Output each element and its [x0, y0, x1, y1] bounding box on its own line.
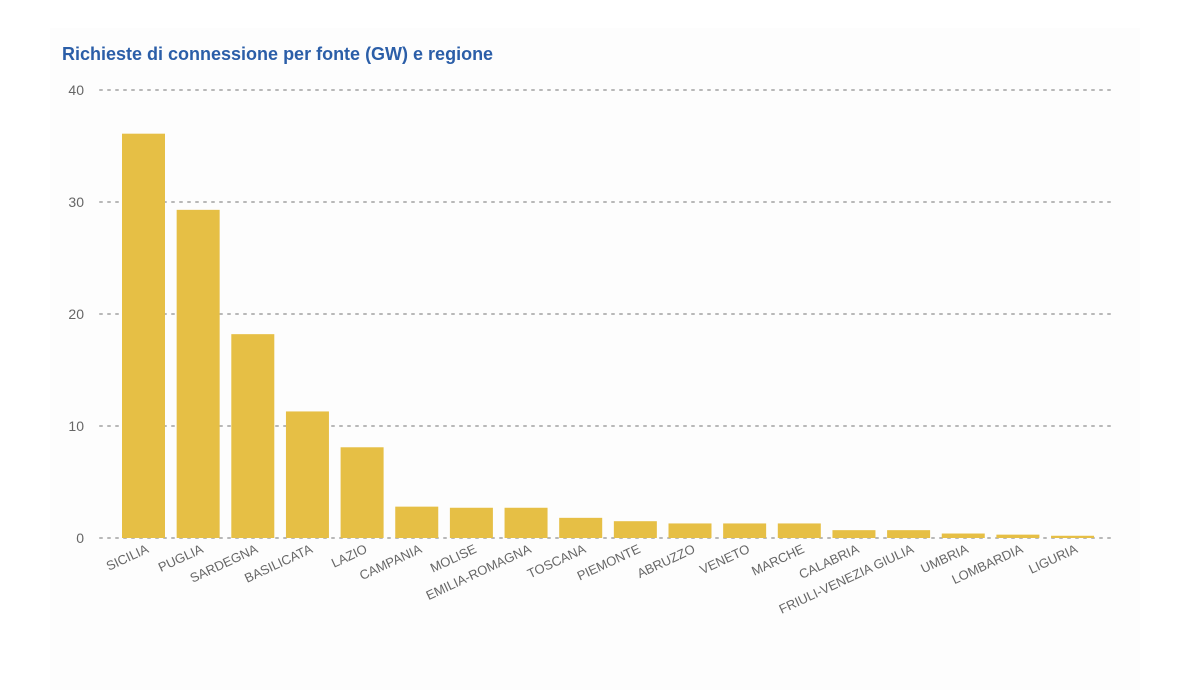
bar [613, 521, 657, 538]
x-tick-label: PIEMONTE [575, 541, 643, 583]
y-tick-label: 10 [68, 418, 84, 434]
y-tick-label: 20 [68, 306, 84, 322]
y-tick-label: 40 [68, 82, 84, 98]
bar [285, 411, 329, 538]
bar [1051, 535, 1095, 538]
bar [176, 209, 220, 538]
bar [668, 523, 712, 538]
bar [395, 506, 439, 538]
x-tick-label: SICILIA [104, 541, 151, 574]
bar [559, 517, 603, 538]
x-tick-label: CAMPANIA [357, 541, 424, 583]
y-tick-label: 30 [68, 194, 84, 210]
bar [887, 530, 931, 538]
bar [941, 533, 985, 538]
bar [777, 523, 821, 538]
x-tick-label: VENETO [697, 541, 752, 577]
x-tick-label: LIGURIA [1026, 541, 1080, 577]
chart-title: Richieste di connessione per fonte (GW) … [62, 44, 494, 64]
bar [832, 530, 876, 538]
bar [449, 507, 493, 538]
bar [996, 534, 1040, 538]
bar [231, 334, 275, 538]
bar [122, 133, 165, 538]
y-tick-label: 0 [76, 530, 84, 546]
bar [723, 523, 767, 538]
bar [504, 507, 548, 538]
bar [340, 447, 384, 538]
x-tick-label: ABRUZZO [635, 541, 698, 581]
